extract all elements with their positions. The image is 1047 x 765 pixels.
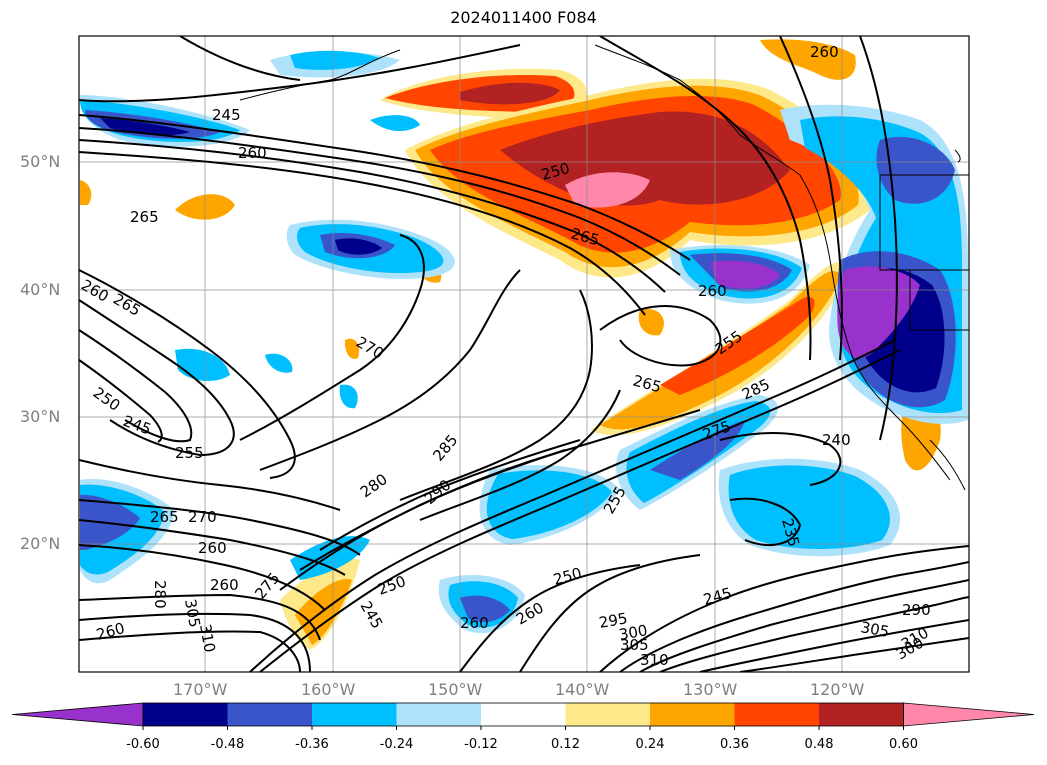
contour-label: 305: [620, 636, 649, 654]
contour-label: 310: [196, 623, 219, 654]
contour-label: 265: [110, 290, 144, 320]
contour-label: 255: [175, 444, 204, 462]
contour-label: 310: [640, 651, 669, 669]
contour-label: 240: [822, 431, 851, 449]
colorbar-segment: [143, 703, 228, 726]
contour-label: 260: [78, 276, 112, 306]
colorbar-segment: [396, 703, 482, 726]
colorbar-tick-label: 0.60: [889, 737, 918, 752]
colorbar-segment: [481, 703, 566, 726]
contour-label: 305: [181, 598, 204, 629]
contour-label: 245: [357, 598, 387, 632]
colorbar-tick-label: -0.48: [210, 737, 245, 752]
colorbar: [11, 702, 1035, 730]
contour-label: 260: [460, 614, 489, 632]
colorbar-tick-label: 0.24: [635, 737, 665, 752]
contour-label: 270: [188, 508, 217, 526]
contour-label: 270: [353, 333, 387, 363]
contour-label: 260: [210, 576, 239, 594]
colorbar-segment: [565, 703, 651, 726]
contour-lines: [79, 36, 969, 672]
contour-label: 260: [810, 43, 839, 61]
colorbar-tick-label: 0.48: [804, 737, 834, 752]
contour-label: 245: [212, 106, 241, 124]
longitude-label: 140°W: [555, 680, 610, 699]
colorbar-segment: [312, 703, 397, 726]
contour-label: 280: [151, 580, 169, 609]
colorbar-tick-label: -0.60: [126, 737, 160, 752]
contour-label: 265: [150, 508, 179, 526]
contour-label: 250: [551, 564, 583, 589]
colorbar-tick-label: -0.36: [295, 737, 329, 752]
contour-label: 260: [198, 539, 227, 557]
colorbar-tick-label: 0.36: [720, 737, 749, 752]
contour-label: 245: [121, 412, 154, 439]
colorbar-outline: [142, 702, 904, 727]
contour-label: 245: [701, 584, 733, 609]
contour-label: 250: [375, 572, 408, 599]
contour-label: 295: [598, 609, 629, 632]
colorbar-segment: [734, 703, 820, 726]
colorbar-extend-min: [11, 702, 144, 727]
colorbar-segment: [227, 703, 313, 726]
longitude-label: 160°W: [301, 680, 356, 699]
contour-label: 265: [130, 208, 159, 226]
colorbar-tick-label: -0.12: [464, 737, 498, 752]
map-frame: [78, 35, 970, 673]
colorbar-segment: [819, 703, 904, 726]
contour-label: 260: [238, 144, 267, 162]
contour-label: 280: [357, 470, 391, 501]
contour-label: 300: [618, 621, 649, 644]
colorbar-tick-label: 0.12: [551, 737, 580, 752]
contour-label: 265: [631, 371, 663, 396]
longitude-label: 120°W: [810, 680, 865, 699]
latitude-label: 50°N: [20, 152, 61, 171]
longitude-label: 170°W: [173, 680, 228, 699]
longitude-label: 130°W: [683, 680, 738, 699]
colorbar-extend-max: [903, 702, 1035, 727]
latitude-label: 20°N: [20, 534, 61, 553]
longitude-label: 150°W: [428, 680, 483, 699]
latitude-label: 30°N: [20, 407, 61, 426]
colorbar-tick-label: -0.24: [379, 737, 414, 752]
contour-label: 260: [698, 282, 727, 300]
contour-label: 290: [902, 601, 931, 619]
contour-label: 305: [859, 618, 890, 641]
latitude-label: 40°N: [20, 280, 61, 299]
contour-label: 260: [94, 619, 126, 644]
contour-label: 285: [429, 431, 461, 465]
map-title: 2024011400 F084: [450, 8, 597, 27]
colorbar-segment: [650, 703, 735, 726]
